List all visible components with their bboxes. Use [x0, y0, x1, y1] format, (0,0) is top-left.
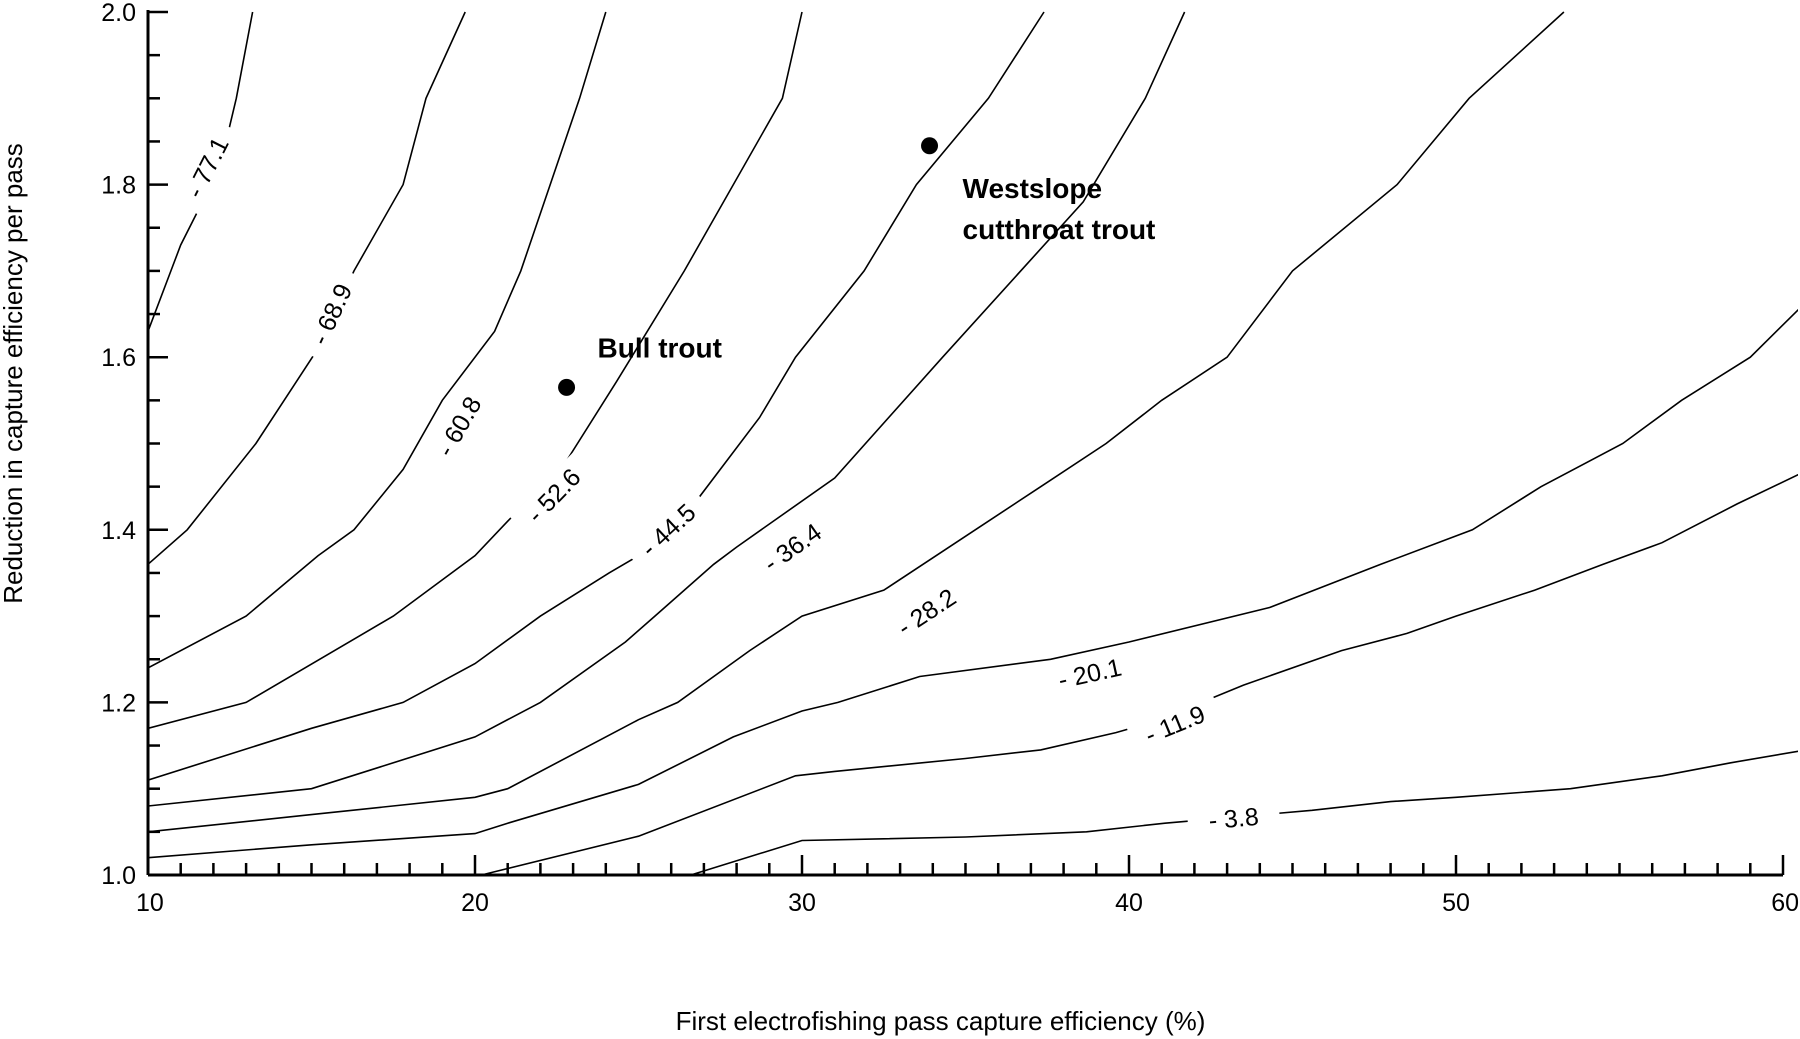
contour-line	[148, 11, 1045, 781]
contour-label-text: - 3.8	[1208, 803, 1260, 835]
contour-line	[148, 11, 1565, 833]
y-tick-label: 1.8	[101, 172, 136, 200]
contour-line	[148, 11, 803, 730]
contour-line	[148, 11, 607, 669]
contour-label: - 36.4	[745, 507, 840, 587]
point-annotation: Bull trout	[598, 332, 722, 363]
x-axis-title: First electrofishing pass capture effici…	[676, 1006, 1206, 1036]
x-tick-label: 30	[788, 889, 816, 917]
contour-label: - 52.6	[509, 451, 598, 540]
contour-line	[690, 750, 1798, 876]
contour-label: - 60.8	[421, 378, 496, 475]
contour-label: - 11.9	[1126, 691, 1224, 757]
contour-label: - 77.1	[171, 119, 242, 216]
y-tick-label: 1.6	[101, 344, 136, 372]
contour-line	[148, 308, 1798, 859]
contour-labels: - 77.1 - 68.9 - 60.8 - 52.6 - 44.5 - 36.4 - 28…	[171, 119, 1281, 838]
contour-label-text: - 28.2	[892, 583, 961, 642]
y-axis-title: Reduction in capture efficiency per pass	[0, 143, 28, 604]
x-tick-label: 40	[1115, 889, 1143, 917]
y-tick-label: 1.0	[101, 862, 136, 890]
contour-label: - 44.5	[623, 486, 713, 573]
x-tick-label: 60	[1771, 889, 1799, 917]
point-annotation: Westslope cutthroat trout	[963, 173, 1156, 245]
y-tick-label: 1.2	[101, 689, 136, 717]
data-points: Bull trout Westslope cutthroat trout	[558, 137, 1155, 396]
y-tick-label: 1.4	[101, 517, 136, 545]
axes: 1.0 1.2 1.4 1.6 1.8 2.0 10 20 30 40 50 60	[101, 0, 1799, 917]
contour-label: - 20.1	[1041, 647, 1139, 699]
contour-label: - 68.9	[297, 265, 365, 363]
contour-lines	[148, 11, 1798, 876]
contour-label-text: - 36.4	[759, 518, 827, 578]
contour-label: - 3.8	[1186, 798, 1281, 838]
contour-line	[148, 11, 466, 565]
x-tick-label: 20	[461, 889, 489, 917]
data-point	[921, 137, 939, 155]
contour-line	[344, 473, 1798, 876]
contour-line	[148, 11, 1186, 807]
contour-label-text: - 60.8	[432, 392, 488, 461]
x-tick-label: 50	[1442, 889, 1470, 917]
x-tick-label: 10	[136, 889, 164, 917]
data-point	[558, 378, 576, 396]
y-tick-label: 2.0	[101, 0, 136, 27]
